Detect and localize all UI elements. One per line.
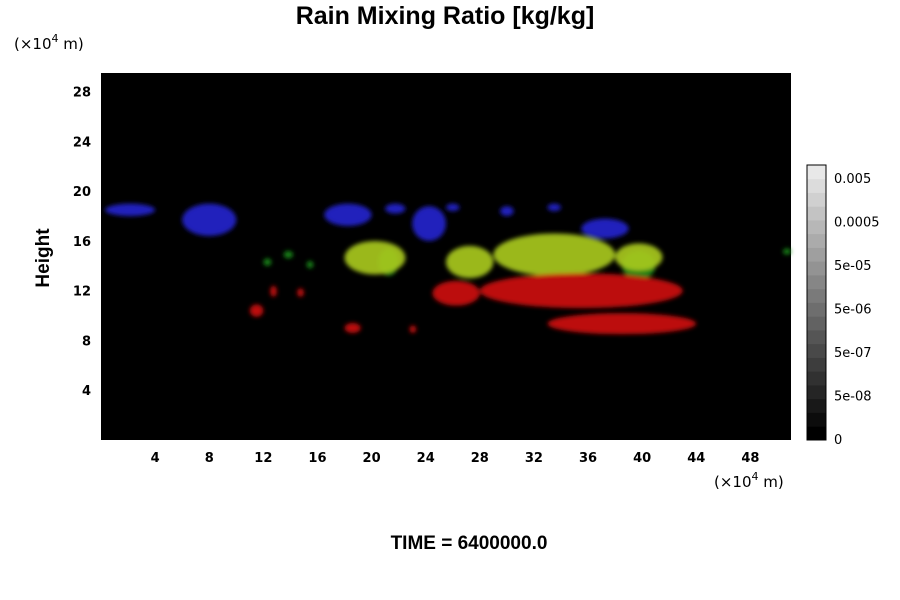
y-tick-label: 28	[73, 86, 91, 101]
colorbar-tick-label: 5e-08	[834, 390, 872, 405]
rain-blob	[324, 203, 372, 227]
x-tick-label: 44	[687, 451, 705, 466]
x-tick-label: 12	[254, 451, 272, 466]
x-axis-unit: (×104 m)	[714, 470, 784, 491]
x-tick-label: 28	[471, 451, 489, 466]
y-axis-label: Height	[33, 228, 54, 288]
rain-blob	[432, 280, 480, 306]
x-tick-label: 20	[363, 451, 381, 466]
x-tick-label: 48	[741, 451, 759, 466]
x-tick-label: 16	[308, 451, 326, 466]
colorbar-cell	[807, 385, 826, 400]
rain-blob	[500, 206, 514, 217]
colorbar-tick-label: 5e-06	[834, 303, 872, 318]
colorbar-cell	[807, 412, 826, 427]
colorbar-cell	[807, 316, 826, 331]
colorbar-tick-label: 0.0005	[834, 216, 880, 231]
y-axis-unit: (×104 m)	[14, 32, 84, 53]
rain-blob	[615, 243, 663, 271]
colorbar-cell	[807, 357, 826, 372]
x-tick-label: 40	[633, 451, 651, 466]
rain-blob	[493, 233, 616, 276]
rain-blob	[105, 203, 156, 217]
colorbar-cell	[807, 233, 826, 248]
colorbar-cell	[807, 192, 826, 207]
y-tick-label: 12	[73, 285, 91, 300]
rain-blob	[412, 206, 446, 241]
x-tick-label: 24	[417, 451, 435, 466]
colorbar-cell	[807, 330, 826, 345]
y-tick-label: 20	[73, 185, 91, 200]
rain-blob	[249, 304, 264, 317]
rain-blob	[263, 258, 272, 266]
rain-blob	[344, 240, 406, 275]
colorbar-cell	[807, 302, 826, 317]
y-tick-label: 4	[82, 384, 91, 399]
rain-blob	[581, 218, 629, 239]
colorbar-labels: 0.005 0.0005 5e-05 5e-06 5e-07 5e-08 0	[834, 172, 880, 448]
x-tick-label: 32	[525, 451, 543, 466]
colorbar-cell	[807, 343, 826, 358]
x-tick-label: 4	[151, 451, 160, 466]
rain-blob	[479, 273, 683, 309]
rain-blob	[182, 203, 237, 236]
time-label: TIME = 6400000.0	[391, 533, 548, 554]
rain-blob	[782, 248, 791, 255]
colorbar-cell	[807, 178, 826, 193]
plot-area	[101, 73, 791, 440]
rain-blob	[385, 203, 406, 214]
rain-blob	[283, 250, 294, 259]
x-axis-ticks: 4 8 12 16 20 24 28 32 36 40 44 48	[151, 451, 760, 466]
colorbar	[806, 164, 827, 441]
rain-blob	[344, 323, 361, 334]
rain-blob	[547, 313, 697, 335]
rain-blob	[547, 203, 561, 212]
rain-blob	[409, 325, 417, 334]
rain-field	[105, 203, 791, 335]
colorbar-tick-label: 5e-05	[834, 259, 872, 274]
colorbar-tick-label: 0	[834, 433, 842, 448]
rain-blob	[446, 245, 494, 279]
rain-blob	[446, 203, 460, 212]
colorbar-cell	[807, 288, 826, 303]
colorbar-cell	[807, 220, 826, 235]
colorbar-cell	[807, 371, 826, 386]
colorbar-tick-label: 5e-07	[834, 346, 872, 361]
rain-blob	[270, 285, 277, 297]
y-axis-ticks: 4 8 12 16 20 24 28	[73, 86, 91, 400]
y-tick-label: 24	[73, 135, 91, 150]
colorbar-cell	[807, 426, 826, 441]
colorbar-tick-label: 0.005	[834, 172, 871, 187]
colorbar-cell	[807, 247, 826, 262]
colorbar-frame	[806, 164, 827, 441]
colorbar-cell	[807, 398, 826, 413]
x-tick-label: 8	[205, 451, 214, 466]
colorbar-cell	[807, 261, 826, 276]
x-tick-label: 36	[579, 451, 597, 466]
y-tick-label: 8	[82, 334, 91, 349]
colorbar-cell	[807, 275, 826, 290]
rain-blob	[297, 288, 304, 297]
y-tick-label: 16	[73, 235, 91, 250]
rain-blob	[306, 260, 314, 269]
colorbar-cell	[807, 165, 826, 180]
colorbar-cell	[807, 206, 826, 221]
chart-title: Rain Mixing Ratio [kg/kg]	[296, 2, 595, 30]
